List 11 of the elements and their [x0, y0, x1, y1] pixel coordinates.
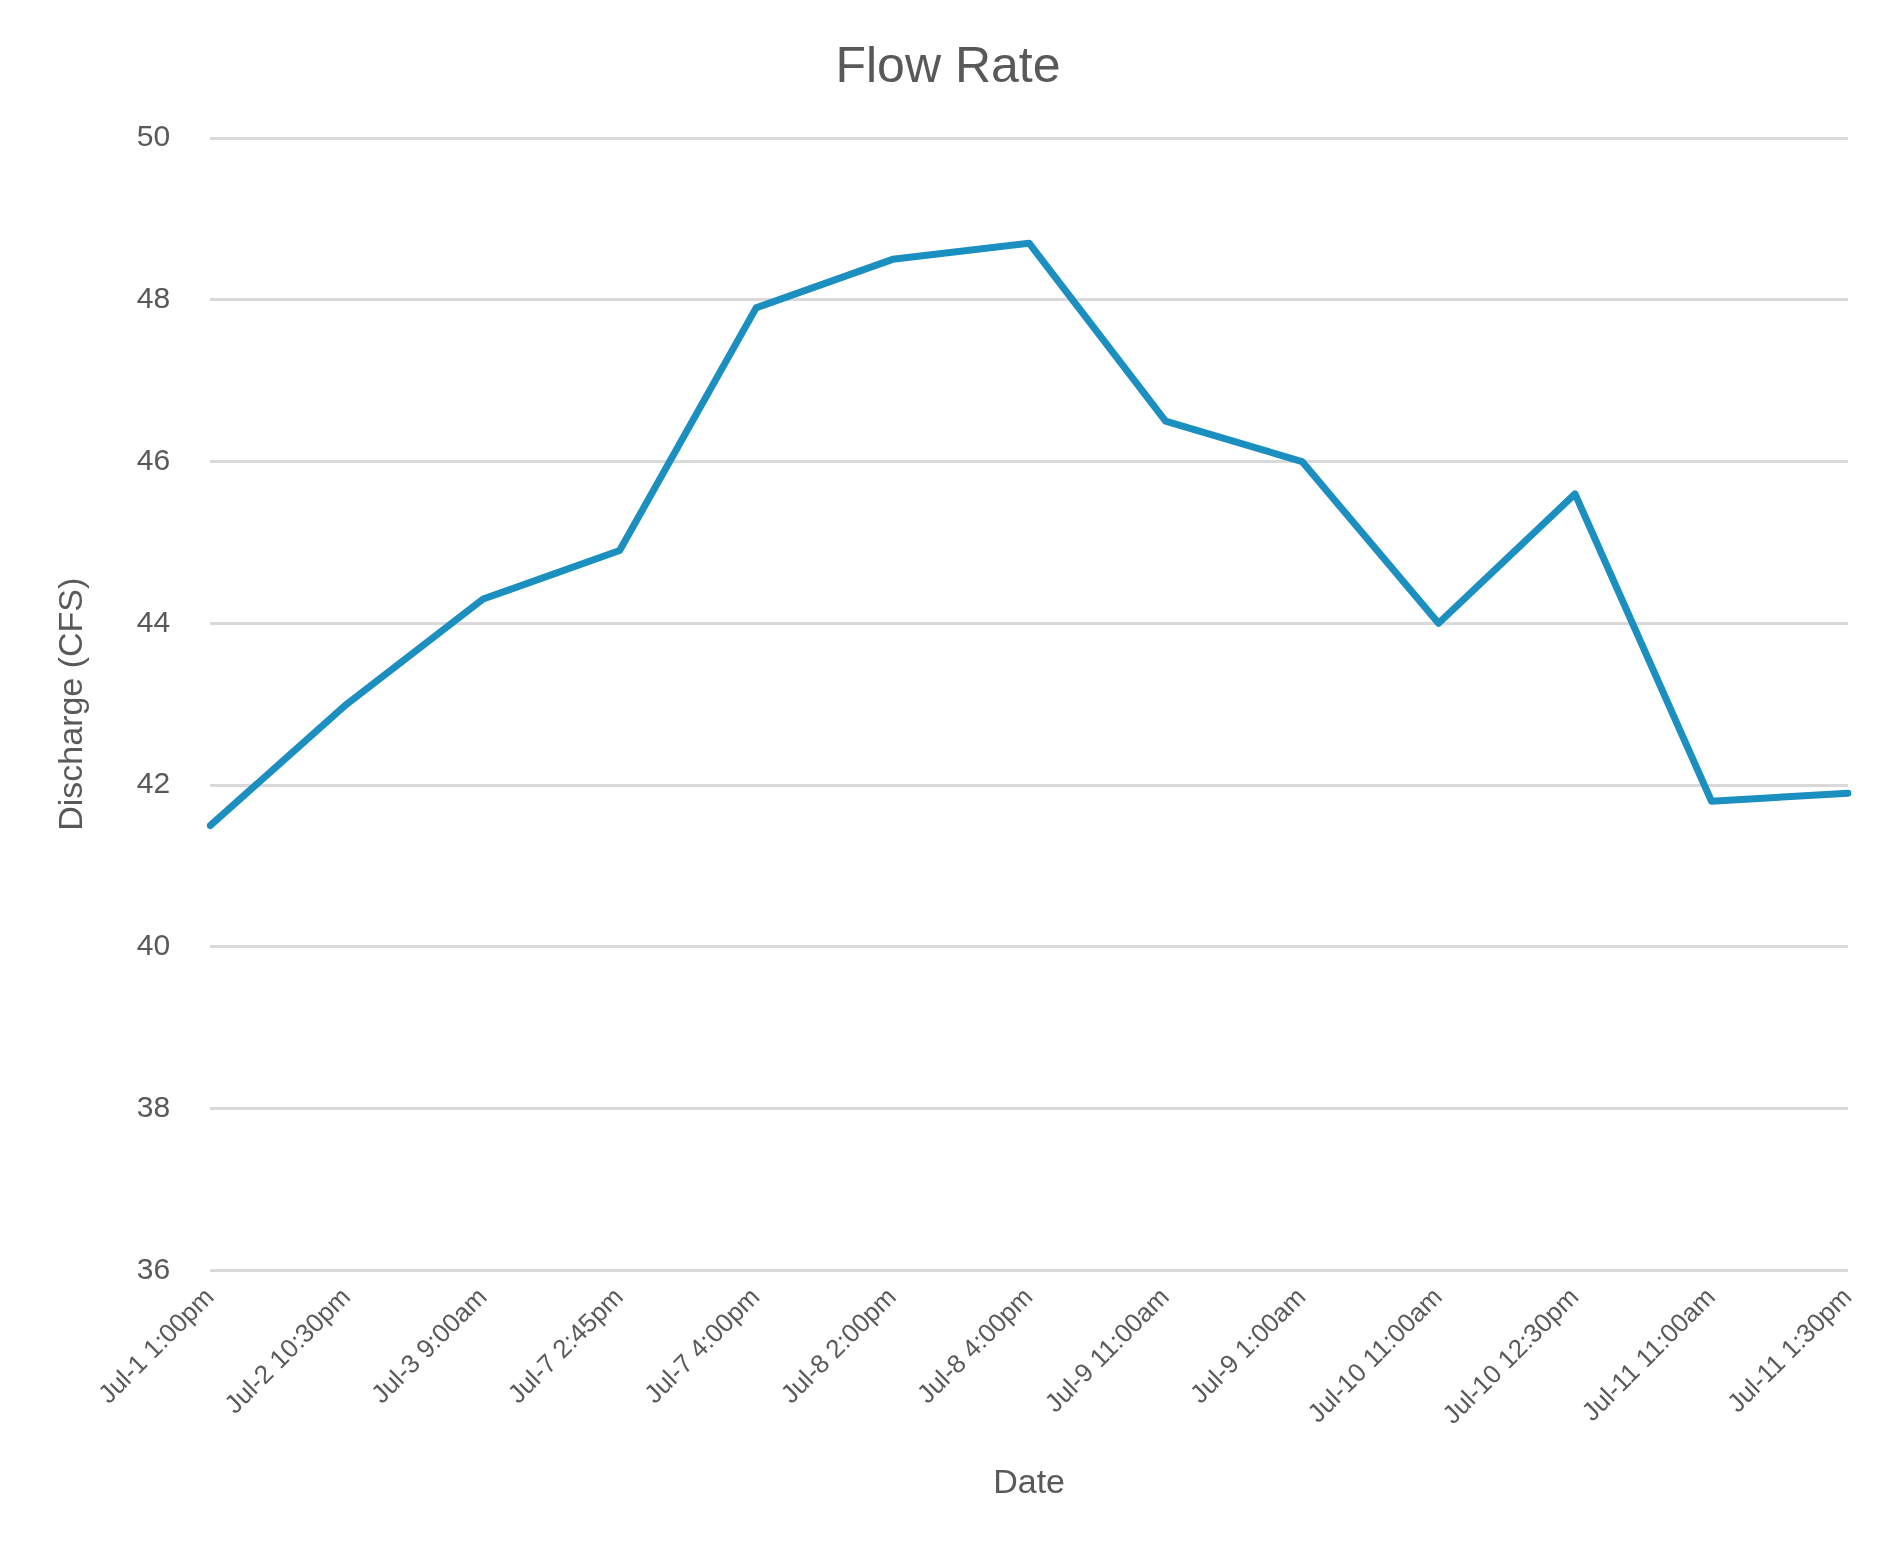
y-tick-label: 42 — [136, 766, 171, 800]
y-tick-label: 44 — [136, 604, 171, 638]
y-axis-title: Discharge (CFS) — [50, 577, 89, 831]
y-tick-label: 50 — [136, 119, 171, 153]
y-tick-label: 38 — [136, 1089, 171, 1123]
y-tick-label: 48 — [136, 281, 171, 315]
x-axis-title: Date — [993, 1461, 1065, 1500]
chart-title: Flow Rate — [835, 36, 1061, 93]
y-tick-label: 36 — [136, 1251, 171, 1285]
y-tick-label: 46 — [136, 442, 171, 476]
y-tick-label: 40 — [136, 928, 171, 962]
